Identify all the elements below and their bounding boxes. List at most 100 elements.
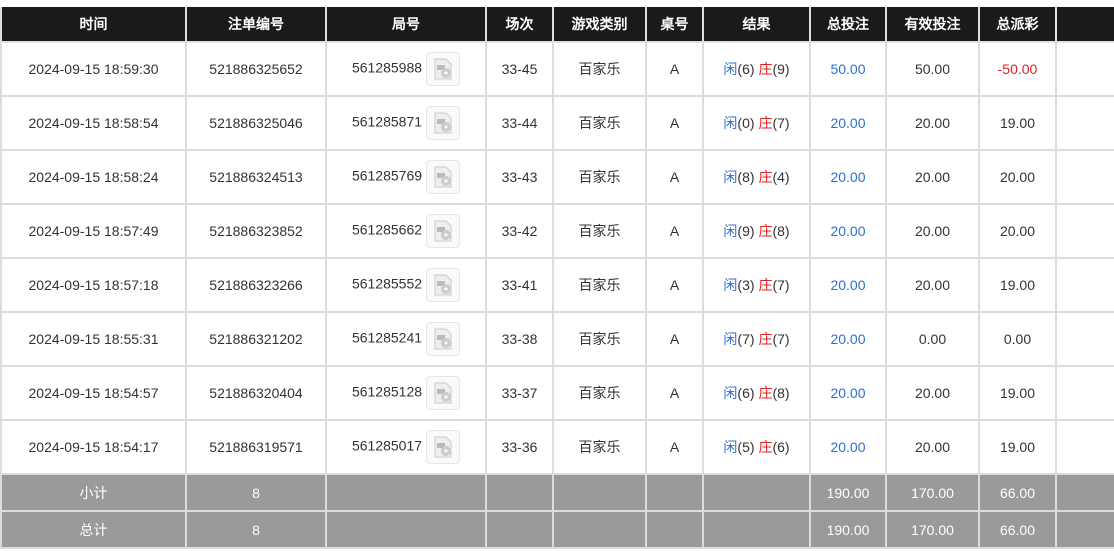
banker-label: 庄 (758, 115, 773, 131)
game-type-cell: 百家乐 (552, 41, 647, 97)
player-score: (6) (737, 385, 755, 401)
game-type-cell: 百家乐 (552, 149, 647, 205)
shoe-cell: 33-36 (485, 419, 554, 475)
banker-label: 庄 (758, 439, 773, 455)
payout-cell: 20.00 (978, 149, 1057, 205)
video-replay-icon[interactable] (426, 322, 461, 356)
table-no-cell: A (645, 419, 704, 475)
summary-row: 小计 8 190.00 170.00 66.00 (0, 473, 1114, 512)
round-cell: 561285662 (325, 203, 487, 259)
video-replay-icon[interactable] (426, 52, 461, 86)
banker-label: 庄 (758, 61, 773, 77)
result-cell: 闲(8) 庄(4) (702, 149, 811, 205)
result-cell: 闲(6) 庄(9) (702, 41, 811, 97)
time-cell: 2024-09-15 18:55:31 (0, 311, 187, 367)
total-bet-cell[interactable]: 20.00 (809, 203, 887, 259)
time-cell: 2024-09-15 18:57:49 (0, 203, 187, 259)
payout-cell: 19.00 (978, 365, 1057, 421)
bet-id-cell: 521886324513 (185, 149, 327, 205)
summary-total-bet: 190.00 (809, 510, 887, 549)
header-extra (1055, 7, 1114, 43)
total-bet-cell[interactable]: 20.00 (809, 149, 887, 205)
payout-cell: 20.00 (978, 203, 1057, 259)
header-row: 时间 注单编号 局号 场次 游戏类别 桌号 结果 总投注 有效投注 总派彩 (0, 7, 1114, 43)
time-cell: 2024-09-15 18:57:18 (0, 257, 187, 313)
video-replay-icon[interactable] (426, 376, 461, 410)
empty-cell (1055, 257, 1114, 313)
banker-score: (8) (772, 385, 790, 401)
round-number: 561285017 (351, 437, 423, 454)
valid-bet-cell: 20.00 (885, 257, 980, 313)
player-label: 闲 (723, 385, 738, 401)
header-time: 时间 (0, 7, 187, 43)
header-total-bet: 总投注 (809, 7, 887, 43)
empty-cell (485, 473, 554, 512)
player-label: 闲 (723, 223, 738, 239)
table-no-cell: A (645, 95, 704, 151)
player-score: (0) (737, 115, 755, 131)
video-replay-icon[interactable] (426, 214, 461, 248)
empty-cell (645, 473, 704, 512)
empty-cell (1055, 311, 1114, 367)
table-row: 2024-09-15 18:57:49 521886323852 5612856… (0, 203, 1114, 259)
banker-score: (8) (772, 223, 790, 239)
banker-score: (6) (772, 439, 790, 455)
table-row: 2024-09-15 18:58:54 521886325046 5612858… (0, 95, 1114, 151)
empty-cell (1055, 419, 1114, 475)
empty-cell (552, 510, 647, 549)
payout-cell: 19.00 (978, 95, 1057, 151)
header-game-type: 游戏类别 (552, 7, 647, 43)
empty-cell (645, 510, 704, 549)
round-number: 561285769 (351, 167, 423, 184)
video-replay-icon[interactable] (426, 106, 461, 140)
total-bet-cell[interactable]: 20.00 (809, 95, 887, 151)
empty-cell (1055, 41, 1114, 97)
total-bet-cell[interactable]: 20.00 (809, 365, 887, 421)
player-score: (5) (737, 439, 755, 455)
valid-bet-cell: 0.00 (885, 311, 980, 367)
header-round: 局号 (325, 7, 487, 43)
empty-cell (1055, 365, 1114, 421)
total-bet-cell[interactable]: 20.00 (809, 257, 887, 313)
video-replay-icon[interactable] (426, 160, 461, 194)
player-score: (7) (737, 331, 755, 347)
table-row: 2024-09-15 18:58:24 521886324513 5612857… (0, 149, 1114, 205)
round-cell: 561285871 (325, 95, 487, 151)
bet-id-cell: 521886325652 (185, 41, 327, 97)
time-cell: 2024-09-15 18:59:30 (0, 41, 187, 97)
empty-cell (1055, 510, 1114, 549)
bet-id-cell: 521886321202 (185, 311, 327, 367)
game-type-cell: 百家乐 (552, 203, 647, 259)
bet-id-cell: 521886325046 (185, 95, 327, 151)
result-cell: 闲(9) 庄(8) (702, 203, 811, 259)
table-no-cell: A (645, 365, 704, 421)
game-type-cell: 百家乐 (552, 95, 647, 151)
banker-score: (7) (772, 115, 790, 131)
time-cell: 2024-09-15 18:54:17 (0, 419, 187, 475)
empty-cell (702, 510, 811, 549)
video-replay-icon[interactable] (426, 430, 461, 464)
header-shoe: 场次 (485, 7, 554, 43)
total-bet-cell[interactable]: 20.00 (809, 311, 887, 367)
round-number: 561285552 (351, 275, 423, 292)
summary-payout: 66.00 (978, 510, 1057, 549)
summary-valid-bet: 170.00 (885, 510, 980, 549)
total-bet-cell[interactable]: 50.00 (809, 41, 887, 97)
table-no-cell: A (645, 203, 704, 259)
total-bet-cell[interactable]: 20.00 (809, 419, 887, 475)
player-label: 闲 (723, 115, 738, 131)
video-replay-icon[interactable] (426, 268, 461, 302)
payout-cell: 19.00 (978, 419, 1057, 475)
table-row: 2024-09-15 18:59:30 521886325652 5612859… (0, 41, 1114, 97)
shoe-cell: 33-37 (485, 365, 554, 421)
bet-records-table: 时间 注单编号 局号 场次 游戏类别 桌号 结果 总投注 有效投注 总派彩 2024-09-15 … (0, 7, 1114, 549)
shoe-cell: 33-41 (485, 257, 554, 313)
banker-score: (4) (772, 169, 790, 185)
banker-score: (7) (772, 277, 790, 293)
banker-label: 庄 (758, 169, 773, 185)
banker-score: (7) (772, 331, 790, 347)
valid-bet-cell: 20.00 (885, 419, 980, 475)
table-no-cell: A (645, 41, 704, 97)
game-type-cell: 百家乐 (552, 311, 647, 367)
round-cell: 561285769 (325, 149, 487, 205)
